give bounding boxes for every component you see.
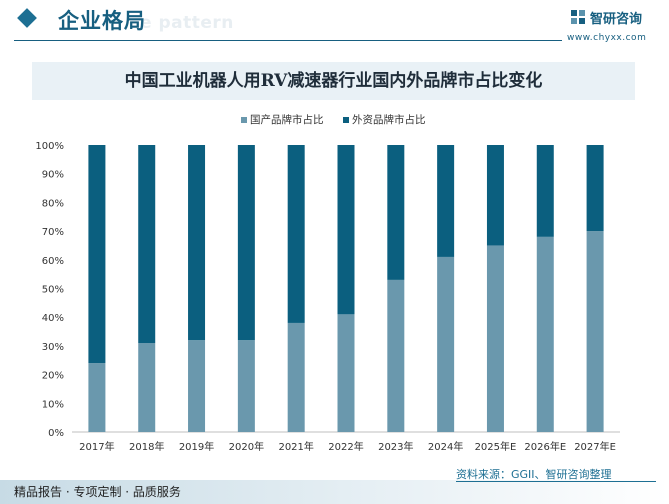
x-tick-label: 2025年E — [475, 440, 517, 453]
source-underline — [456, 481, 656, 482]
bar-domestic-share — [437, 256, 455, 432]
bar-foreign-share — [337, 145, 355, 315]
bar-domestic-share — [138, 343, 156, 432]
bar-domestic-share — [237, 340, 255, 432]
source-note: 资料来源：GGII、智研咨询整理 — [456, 468, 612, 481]
brand-name: 智研咨询 — [590, 12, 643, 27]
x-tick-label: 2023年 — [378, 440, 413, 453]
chart-title-band: 中国工业机器人用RV减速器行业国内外品牌市占比变化 — [32, 62, 635, 100]
bar-domestic-share — [486, 245, 504, 432]
y-tick-label: 80% — [42, 198, 64, 209]
y-tick-label: 60% — [42, 256, 64, 267]
bar-foreign-share — [387, 145, 405, 280]
legend-swatch — [241, 117, 247, 123]
x-tick-label: 2024年 — [428, 440, 463, 453]
y-tick-label: 70% — [42, 227, 64, 238]
y-tick-label: 20% — [42, 371, 64, 382]
brand-logo-icon — [571, 10, 585, 24]
y-tick-label: 0% — [48, 428, 64, 439]
x-tick-label: 2019年 — [179, 440, 214, 453]
bar-foreign-share — [188, 145, 206, 341]
header: e pattern 企业格局 智研咨询 www.chyxx.com — [0, 0, 669, 44]
legend-label: 国产品牌市占比 — [250, 113, 324, 126]
y-tick-label: 100% — [35, 141, 64, 152]
bar-domestic-share — [287, 322, 305, 432]
bar-domestic-share — [536, 236, 554, 432]
x-tick-label: 2018年 — [129, 440, 164, 453]
x-tick-label: 2017年 — [79, 440, 114, 453]
bar-foreign-share — [287, 145, 305, 323]
x-tick-label: 2026年E — [524, 440, 566, 453]
bar-foreign-share — [88, 145, 106, 364]
bar-foreign-share — [138, 145, 156, 344]
bar-domestic-share — [387, 279, 405, 432]
bar-domestic-share — [586, 231, 604, 432]
x-tick-label: 2021年 — [278, 440, 313, 453]
brand-url: www.chyxx.com — [567, 33, 647, 43]
y-tick-label: 50% — [42, 285, 64, 296]
y-tick-label: 40% — [42, 313, 64, 324]
x-tick-label: 2022年 — [328, 440, 363, 453]
x-tick-label: 2020年 — [229, 440, 264, 453]
header-divider — [14, 40, 562, 41]
bar-foreign-share — [237, 145, 255, 341]
footer-band — [0, 480, 669, 504]
chart-title: 中国工业机器人用RV减速器行业国内外品牌市占比变化 — [124, 71, 543, 91]
bar-domestic-share — [88, 363, 106, 432]
bar-domestic-share — [337, 314, 355, 432]
y-tick-label: 30% — [42, 342, 64, 353]
bar-foreign-share — [486, 145, 504, 246]
bar-foreign-share — [536, 145, 554, 237]
bar-domestic-share — [188, 340, 206, 432]
bar-foreign-share — [586, 145, 604, 232]
legend-label: 外资品牌市占比 — [352, 113, 426, 126]
x-tick-label: 2027年E — [574, 440, 616, 453]
footer-tagline: 精品报告 · 专项定制 · 品质服务 — [14, 485, 181, 499]
bar-foreign-share — [437, 145, 455, 257]
y-tick-label: 10% — [42, 399, 64, 410]
y-tick-label: 90% — [42, 170, 64, 181]
section-title: 企业格局 — [58, 9, 146, 33]
legend-swatch — [343, 117, 349, 123]
header-watermark: e pattern — [140, 13, 234, 33]
